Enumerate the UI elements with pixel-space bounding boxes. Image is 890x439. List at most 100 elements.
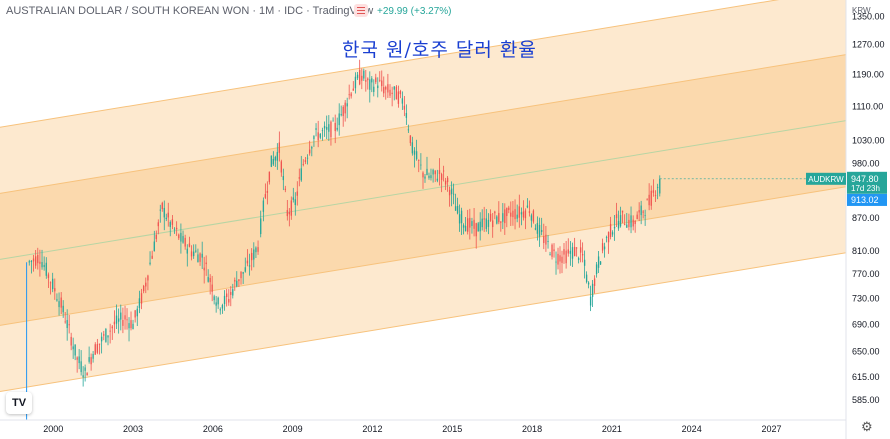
x-tick-label: 2009 [283,424,303,434]
candle-body [502,213,504,222]
candle-body [56,299,58,301]
candle-body [105,328,107,342]
symbol-badge [806,172,846,185]
candle-body [577,258,580,260]
y-tick-label: 615.00 [852,372,880,382]
x-tick-label: 2012 [362,424,382,434]
y-tick-label: 980.00 [852,158,880,168]
candle-body [352,88,354,91]
x-tick-label: 2015 [442,424,462,434]
candle-body [630,215,632,228]
candle-body [489,213,492,221]
candle-body [391,92,393,95]
candle-body [340,114,342,116]
candle-body [607,232,610,243]
gear-icon[interactable]: ⚙ [861,419,873,434]
candle-body [30,261,33,263]
candle-body [28,261,30,263]
y-tick-label: 730.00 [852,293,880,303]
candle-body [619,215,622,227]
candle-body [221,305,224,309]
candle-body [379,79,381,81]
candle-body [656,187,659,188]
candle-body [167,212,169,218]
candle-body [90,357,92,365]
candle-body [76,357,78,360]
candle-body [138,298,141,308]
candle-body [559,255,561,262]
candle-body [161,202,163,210]
y-tick-label: 1030.00 [852,136,885,146]
candle-body [452,193,455,195]
candle-body [632,219,634,227]
candle-body [98,343,101,345]
candle-body [385,86,387,90]
candle-body [430,175,432,179]
candle-body [300,168,302,181]
candle-body [43,264,45,268]
candle-body [524,210,527,219]
candle-body [155,234,157,240]
candle-body [100,336,103,342]
candle-body [330,121,332,138]
candle-body [375,77,377,83]
x-tick-label: 2027 [761,424,781,434]
candle-body [86,373,88,376]
candle-body [536,223,539,234]
candle-body [595,264,598,274]
candle-body [280,161,282,173]
channel-upper-line [0,0,780,128]
candle-body [371,78,373,83]
candle-body [278,142,281,153]
candle-body [264,194,267,198]
candle-body [532,210,535,222]
candle-body [217,297,219,305]
candle-body [456,206,459,214]
candle-body [286,210,288,217]
menu-icon[interactable] [354,4,368,17]
candle-body [587,282,590,285]
channel-midline [0,120,847,260]
candle-body [361,75,363,81]
candle-body [446,177,449,183]
candle-body [623,224,626,226]
candle-body [113,321,116,325]
candle-body [498,212,500,223]
candle-body [248,265,251,267]
candle-body [157,222,159,227]
candle-body [646,199,648,201]
candle-body [555,261,557,263]
candle-body [262,200,265,212]
candle-body [107,335,109,338]
price-change: +29.99 (+3.27%) [377,6,452,17]
candle-body [422,172,424,178]
candle-body [393,86,395,90]
candle-body [153,241,155,252]
candle-body [547,240,549,243]
candle-body [201,253,203,258]
candle-body [228,299,230,303]
candle-body [454,206,457,211]
candle-body [405,112,408,118]
y-tick-label: 870.00 [852,213,880,223]
candle-body [409,135,412,144]
candle-body [96,344,99,353]
candle-body [225,293,228,297]
candle-body [195,250,197,252]
candle-body [652,190,655,193]
candle-body [313,136,315,140]
candle-body [223,295,226,305]
candle-body [203,267,205,271]
y-tick-label: 1190.00 [852,69,884,79]
candle-body [428,175,430,178]
candle-body [514,209,516,220]
candle-body [512,210,514,218]
candle-body [205,262,207,265]
candle-body [296,191,298,196]
tradingview-logo[interactable]: TV [6,392,32,414]
candle-body [147,275,149,281]
candle-body [549,254,551,256]
candle-body [508,207,510,211]
candle-body [230,291,232,295]
